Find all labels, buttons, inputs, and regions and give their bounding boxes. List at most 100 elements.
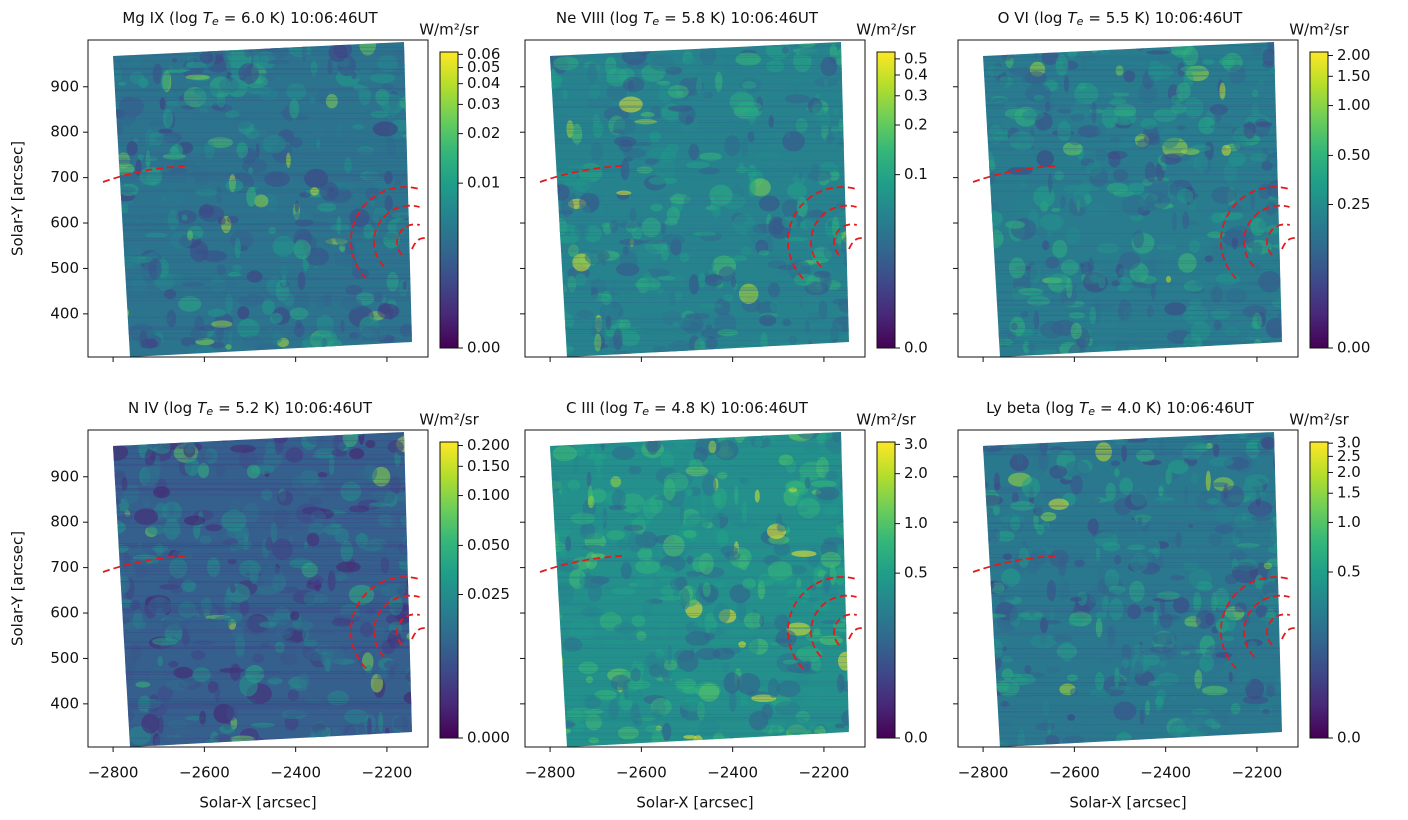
image-texture	[104, 156, 120, 168]
image-texture	[620, 330, 640, 346]
image-texture	[1021, 311, 1028, 318]
image-texture	[586, 676, 593, 683]
image-texture	[1197, 581, 1213, 591]
colorbar-tick-label: 0.50	[1337, 146, 1370, 164]
image-texture	[349, 448, 364, 459]
colorbar-label: W/m²/sr	[856, 411, 916, 429]
image-texture	[404, 432, 419, 452]
image-texture	[1189, 198, 1196, 211]
image-texture	[345, 241, 355, 254]
image-texture	[317, 203, 336, 212]
image-texture	[403, 61, 422, 74]
image-texture	[106, 327, 131, 335]
image-texture	[1224, 162, 1237, 184]
image-texture	[619, 239, 644, 246]
image-texture	[1114, 498, 1132, 515]
y-tick-label: 600	[50, 604, 79, 622]
image-streak	[958, 618, 1298, 619]
contour-line	[849, 628, 865, 639]
image-texture	[295, 34, 316, 48]
image-texture	[659, 596, 683, 601]
image-texture	[1107, 151, 1128, 160]
y-tick-label: 800	[50, 123, 79, 141]
image-texture	[756, 738, 760, 753]
image-texture	[628, 37, 645, 45]
image-texture	[185, 74, 209, 79]
colorbar-tick-label: 1.0	[1337, 513, 1361, 531]
title-text: Ly beta (log	[986, 399, 1074, 417]
image-texture	[228, 272, 242, 277]
colorbar-tick-label: 0.000	[467, 729, 510, 747]
image-texture	[1049, 33, 1064, 50]
image-texture	[260, 34, 275, 50]
image-streak	[88, 432, 428, 433]
image-texture	[715, 72, 722, 92]
image-texture	[1229, 65, 1246, 85]
image-texture	[759, 315, 776, 326]
image-texture	[1150, 646, 1172, 653]
image-texture	[1089, 32, 1099, 53]
colorbar-label: W/m²/sr	[1289, 21, 1349, 39]
image-texture	[1049, 499, 1069, 510]
image-texture	[383, 233, 400, 239]
image-texture	[1182, 212, 1189, 229]
image-texture	[1127, 545, 1146, 551]
image-texture	[118, 82, 126, 86]
image-texture	[1202, 686, 1228, 696]
image-texture	[196, 346, 218, 358]
image-texture	[388, 440, 404, 453]
image-texture	[977, 133, 983, 138]
image-texture	[558, 210, 574, 215]
x-tick-label: −2200	[1232, 764, 1283, 782]
image-texture	[656, 81, 670, 85]
image-texture	[967, 638, 993, 653]
image-texture	[218, 422, 230, 442]
image-texture	[373, 122, 398, 137]
image-texture	[739, 478, 751, 485]
image-texture	[1023, 41, 1048, 53]
image-texture	[681, 697, 704, 712]
image-texture	[392, 493, 414, 502]
image-texture	[741, 139, 749, 157]
image-texture	[645, 725, 661, 732]
image-texture	[624, 525, 644, 532]
image-texture	[747, 226, 762, 241]
image-texture	[786, 132, 790, 138]
image-texture	[708, 269, 717, 275]
image-texture	[742, 578, 755, 590]
image-texture	[835, 723, 845, 728]
image-texture	[694, 620, 715, 627]
image-texture	[352, 124, 364, 129]
image-texture	[973, 674, 989, 694]
image-texture	[1231, 703, 1241, 714]
image-texture	[708, 441, 716, 454]
image-texture	[1259, 220, 1268, 229]
image-texture	[403, 50, 426, 66]
image-texture	[590, 142, 603, 162]
image-texture	[1009, 441, 1022, 448]
image-texture	[1134, 33, 1146, 50]
image-texture	[393, 717, 409, 730]
image-texture	[1058, 557, 1066, 577]
image-texture	[541, 511, 551, 525]
image-texture	[130, 600, 140, 610]
image-streak	[525, 217, 865, 218]
image-texture	[629, 435, 646, 441]
image-texture	[542, 321, 559, 331]
image-texture	[107, 470, 126, 478]
image-texture	[344, 157, 352, 174]
image-texture	[1090, 498, 1101, 503]
image-texture	[320, 182, 339, 201]
image-texture	[846, 628, 852, 650]
image-texture	[1001, 568, 1020, 586]
image-texture	[634, 119, 657, 124]
image-texture	[721, 546, 739, 557]
image-texture	[359, 34, 376, 56]
colorbar-tick-label: 0.150	[467, 457, 510, 475]
x-tick-label: −2600	[616, 764, 667, 782]
y-tick-label: 400	[50, 304, 79, 322]
panel: −2800−2600−2400−2200400500600700800900So…	[9, 399, 510, 812]
image-texture	[659, 431, 666, 435]
image-texture	[251, 723, 276, 728]
